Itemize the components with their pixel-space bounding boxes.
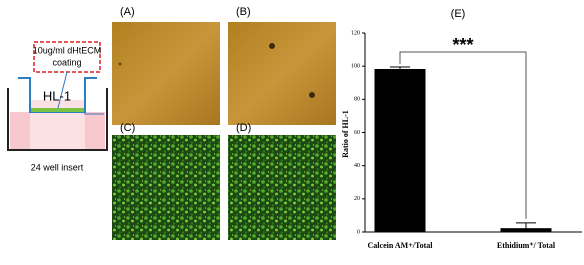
y-tick-label: 0: [357, 229, 360, 235]
y-axis-label: Ratio of HL-1: [341, 110, 350, 158]
y-tick-label: 60: [354, 130, 360, 136]
significance-label: ***: [452, 35, 473, 55]
bar: [374, 68, 426, 233]
y-tick-label: 100: [351, 64, 360, 70]
panel-label: (B): [236, 6, 251, 18]
significance-bracket: [399, 51, 527, 219]
bar: [500, 228, 552, 233]
panel-label: (C): [120, 122, 135, 134]
micrograph: [228, 135, 336, 240]
coating-label: coating: [52, 57, 81, 67]
well: [7, 88, 108, 151]
cell-label: HL-1: [43, 88, 71, 103]
panel-label: (E): [451, 8, 466, 20]
y-tick-label: 40: [354, 163, 360, 169]
y-tick-label: 80: [354, 97, 360, 103]
y-tick-label: 120: [351, 30, 360, 36]
cell-layer: [31, 108, 84, 112]
speck: [118, 62, 122, 66]
x-tick-label: Calcein AM+/Total: [368, 241, 434, 250]
y-tick-label: 20: [354, 196, 360, 202]
micrograph: [112, 22, 220, 125]
x-tick-label: Ethidium⁺/ Total: [497, 241, 556, 250]
micrograph: [112, 135, 220, 240]
pointer: [57, 71, 68, 109]
micrograph: [228, 22, 336, 125]
speck: [309, 92, 315, 98]
coating-label: 10ug/ml dHtECM: [33, 45, 102, 55]
insert-medium: [30, 100, 85, 150]
panel-label: (A): [120, 6, 135, 18]
panel-label: (D): [236, 122, 251, 134]
insert-diagram: 10ug/ml dHtECM coating HL-1 24 well inse…: [7, 41, 108, 172]
insert-label: 24 well insert: [31, 162, 84, 172]
speck: [269, 43, 275, 49]
